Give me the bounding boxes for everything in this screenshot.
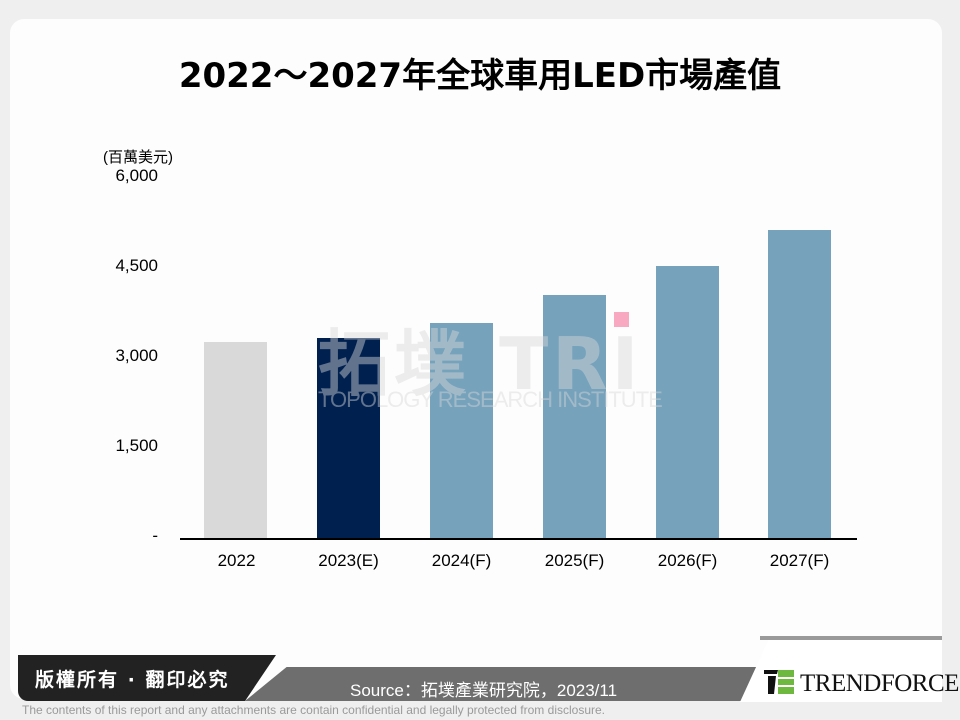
- x-label-2023: 2023(E): [318, 551, 379, 570]
- bar-2027(F): [768, 230, 831, 538]
- bar-2025(F): [543, 294, 606, 538]
- y-tick-3000: 3,000: [115, 346, 158, 365]
- bar-2024(F): [430, 322, 493, 538]
- brand-divider: [760, 636, 942, 640]
- disclaimer: The contents of this report and any atta…: [22, 703, 605, 717]
- bar-2022: [204, 341, 267, 538]
- x-axis-line: [180, 538, 857, 540]
- trendforce-logo-text: TRENDFORCE: [800, 670, 959, 697]
- footer-source: Source：拓墣產業研究院，2023/11: [350, 681, 618, 700]
- x-label-2027: 2027(F): [769, 551, 830, 570]
- x-label-2025: 2025(F): [544, 551, 605, 570]
- chart-title: 2022～2027年全球車用LED市場產值: [178, 56, 782, 96]
- footer-copyright-band: [18, 655, 276, 701]
- bar-2026(F): [656, 265, 719, 538]
- y-tick-0: -: [152, 526, 158, 545]
- bar-2023(E): [317, 337, 380, 538]
- footer-source-band: [245, 667, 765, 701]
- x-label-2026: 2026(F): [657, 551, 718, 570]
- footer-copyright: 版權所有 · 翻印必究: [35, 669, 230, 691]
- y-tick-1500: 1,500: [115, 436, 158, 455]
- watermark-dot-icon: [614, 312, 629, 327]
- y-tick-6000: 6,000: [115, 166, 158, 185]
- y-tick-4500: 4,500: [115, 256, 158, 275]
- y-axis-unit: (百萬美元): [103, 149, 173, 166]
- trendforce-logo-icon: [764, 670, 794, 694]
- x-label-2024: 2024(F): [431, 551, 492, 570]
- x-label-2022: 2022: [217, 551, 256, 570]
